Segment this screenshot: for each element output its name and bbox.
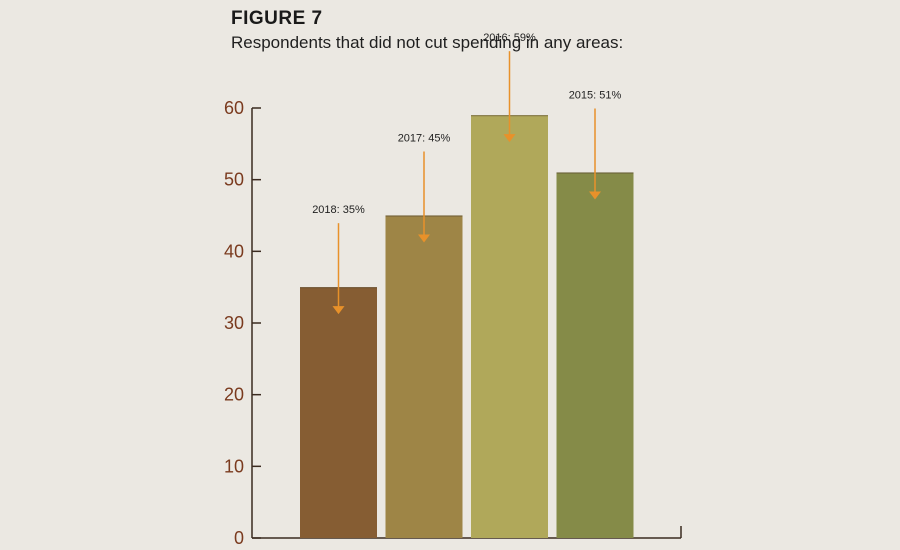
y-tick-label: 20 xyxy=(224,385,244,405)
annotations: 2018: 35% 2017: 45% 2016: 59% 2015: 51% xyxy=(312,32,622,315)
y-tick-label: 60 xyxy=(224,98,244,118)
y-tick-label: 30 xyxy=(224,313,244,333)
arrow-head xyxy=(589,191,601,200)
arrow-head xyxy=(503,134,516,143)
bar-2016 xyxy=(471,115,548,539)
arrow-head xyxy=(418,234,430,243)
data-label-2016: 2016: 59% xyxy=(483,32,536,44)
bar-2018 xyxy=(300,287,377,538)
chart-title: Respondents that did not cut spending in… xyxy=(231,33,624,52)
y-tick-label: 50 xyxy=(224,170,244,190)
data-label-2018: 2018: 35% xyxy=(312,204,365,216)
figure-label: FIGURE 7 xyxy=(231,8,323,29)
bar-2015 xyxy=(556,172,634,538)
data-label-2017: 2017: 45% xyxy=(398,133,451,145)
arrow-head xyxy=(332,306,345,315)
data-label-2015: 2015: 51% xyxy=(569,90,622,102)
y-tick-label: 0 xyxy=(234,528,244,548)
y-tick-label: 10 xyxy=(224,456,244,476)
bar-2017 xyxy=(385,215,463,538)
y-tick-label: 40 xyxy=(224,241,244,261)
bars xyxy=(300,115,634,539)
